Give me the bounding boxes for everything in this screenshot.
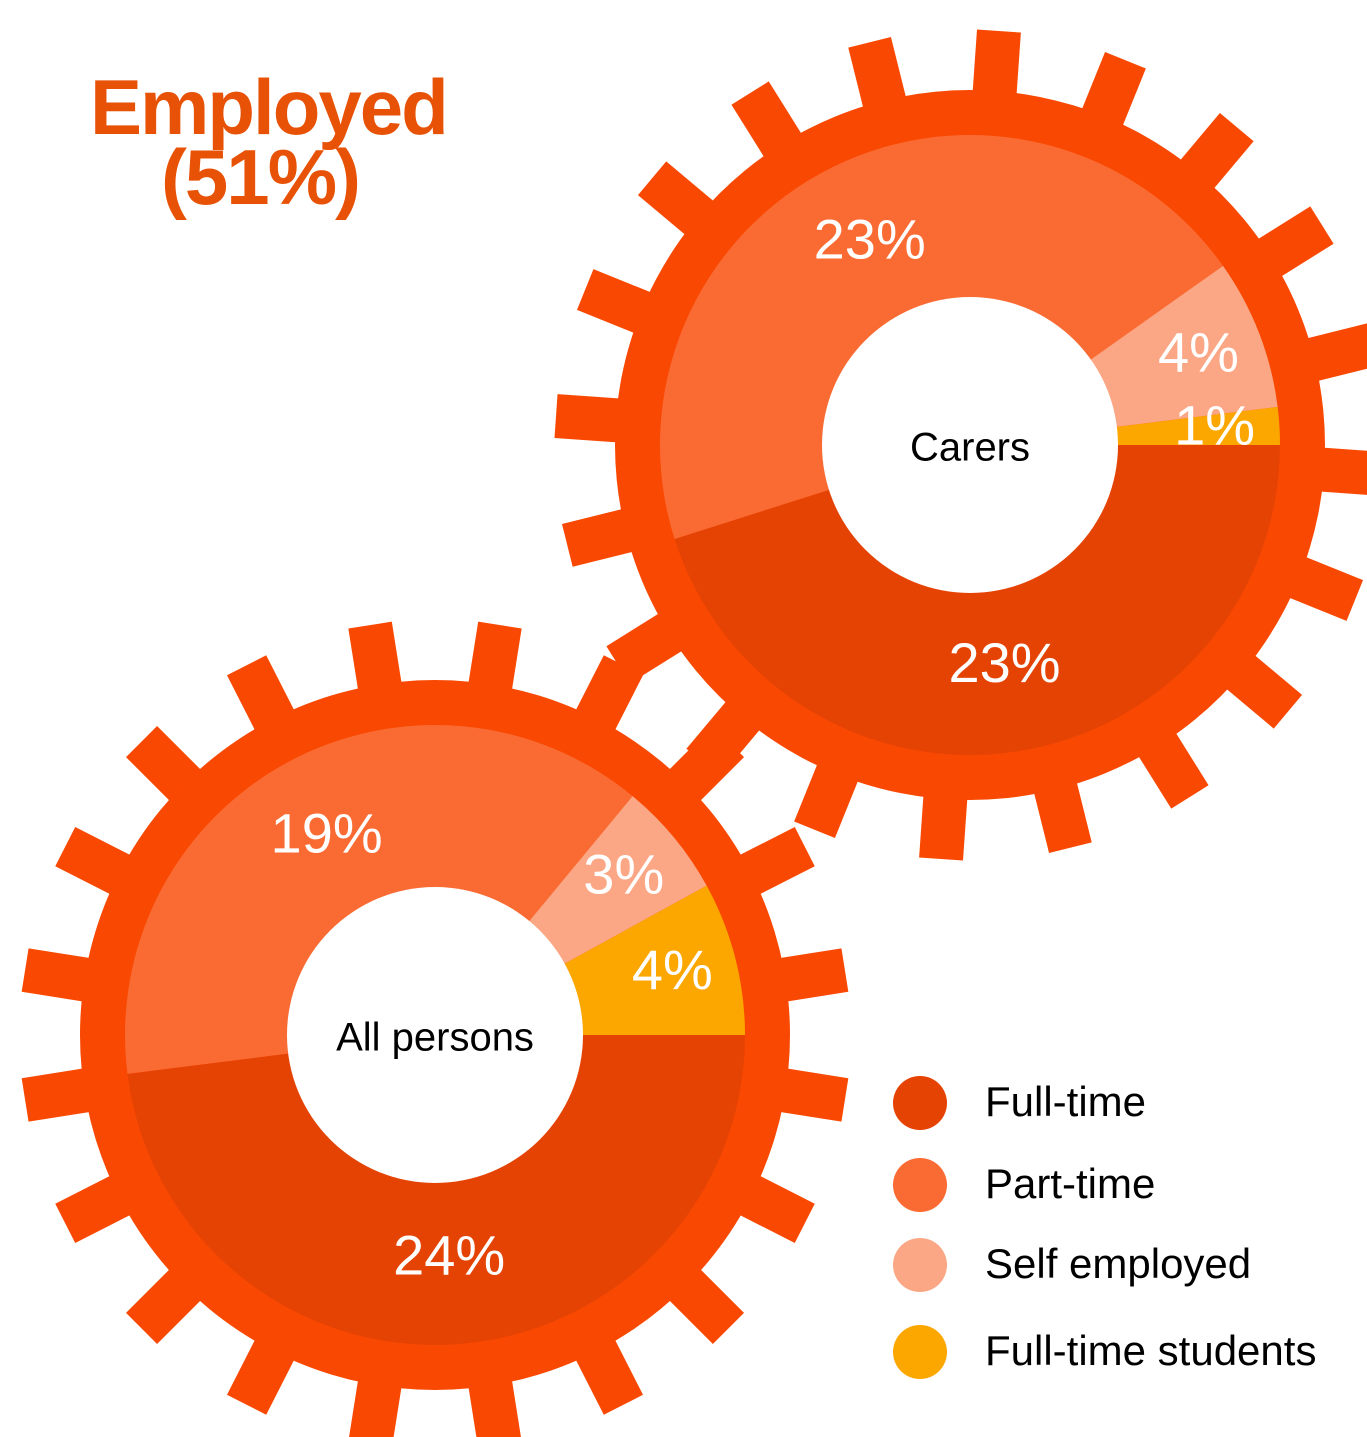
gear-tooth [348, 621, 403, 698]
legend-swatch [893, 1158, 947, 1212]
gear-tooth [467, 621, 522, 698]
legend-label: Part-time [985, 1160, 1155, 1207]
value-label: 23% [948, 631, 1060, 694]
legend-swatch [893, 1325, 947, 1379]
gear-tooth [562, 507, 641, 567]
legend-label: Self employed [985, 1240, 1251, 1287]
gear-tooth [21, 948, 98, 1003]
value-label: 4% [632, 938, 713, 1001]
legend-swatch [893, 1076, 947, 1130]
gear-tooth [1032, 774, 1092, 853]
value-label: 4% [1158, 320, 1239, 383]
pie-slice [674, 445, 1280, 755]
center-label: All persons [336, 1016, 534, 1060]
legend-label: Full-time [985, 1078, 1146, 1125]
legend-swatch [893, 1238, 947, 1292]
pie-slice [127, 1035, 745, 1345]
value-label: 24% [393, 1223, 505, 1286]
value-label: 23% [814, 207, 926, 270]
gear-tooth [554, 394, 628, 443]
gear-tooth [1299, 323, 1367, 383]
value-label: 19% [271, 802, 383, 865]
gear-tooth [21, 1067, 98, 1122]
gear-tooth [919, 787, 968, 861]
legend-label: Full-time students [985, 1327, 1316, 1374]
gear-tooth [772, 1067, 849, 1122]
gear-tooth [772, 948, 849, 1003]
value-label: 1% [1174, 394, 1255, 457]
gear-tooth [848, 37, 908, 116]
gear-tooth [348, 1372, 403, 1437]
donut-hole [287, 887, 583, 1183]
center-label: Carers [910, 426, 1030, 470]
donut-hole [822, 297, 1118, 593]
chart-title: Employed (51%) [90, 63, 449, 222]
gear-tooth [1312, 447, 1367, 496]
gear-tooth [972, 29, 1021, 103]
gear-tooth [467, 1372, 522, 1437]
value-label: 3% [583, 843, 664, 906]
